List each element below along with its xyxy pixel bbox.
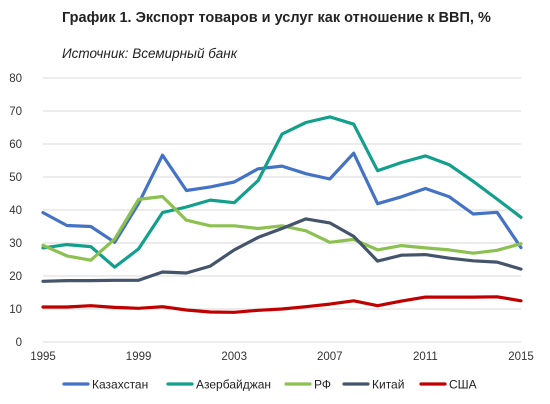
series-line-4 (41, 217, 523, 283)
y-tick-label: 40 (9, 205, 22, 217)
chart-title: График 1. Экспорт товаров и услуг как от… (62, 10, 491, 26)
y-tick-label: 60 (9, 139, 22, 151)
y-tick-label: 30 (9, 238, 22, 250)
legend-label: Казахстан (92, 378, 148, 392)
series-line-2 (41, 115, 523, 269)
legend-label: РФ (314, 378, 331, 392)
y-tick-label: 50 (9, 172, 22, 184)
y-tick-label: 80 (9, 73, 22, 85)
legend-label: Китай (372, 378, 404, 392)
x-tick-label: 1999 (126, 351, 152, 363)
series-line-1 (41, 151, 523, 250)
legend-label: США (449, 378, 477, 392)
x-tick-label: 2007 (317, 351, 343, 363)
series-line-3 (41, 194, 523, 262)
x-tick-label: 1995 (30, 351, 56, 363)
x-tick-label: 2011 (413, 351, 438, 363)
y-tick-label: 10 (9, 304, 22, 316)
legend-label: Азербайджан (196, 378, 271, 392)
x-tick-label: 2003 (221, 351, 247, 363)
y-tick-label: 20 (9, 271, 22, 283)
chart-subtitle: Источник: Всемирный банк (62, 46, 238, 61)
series-line-5 (41, 295, 523, 314)
y-tick-label: 70 (9, 106, 22, 118)
y-tick-label: 0 (16, 337, 22, 349)
x-tick-label: 2015 (508, 351, 534, 363)
